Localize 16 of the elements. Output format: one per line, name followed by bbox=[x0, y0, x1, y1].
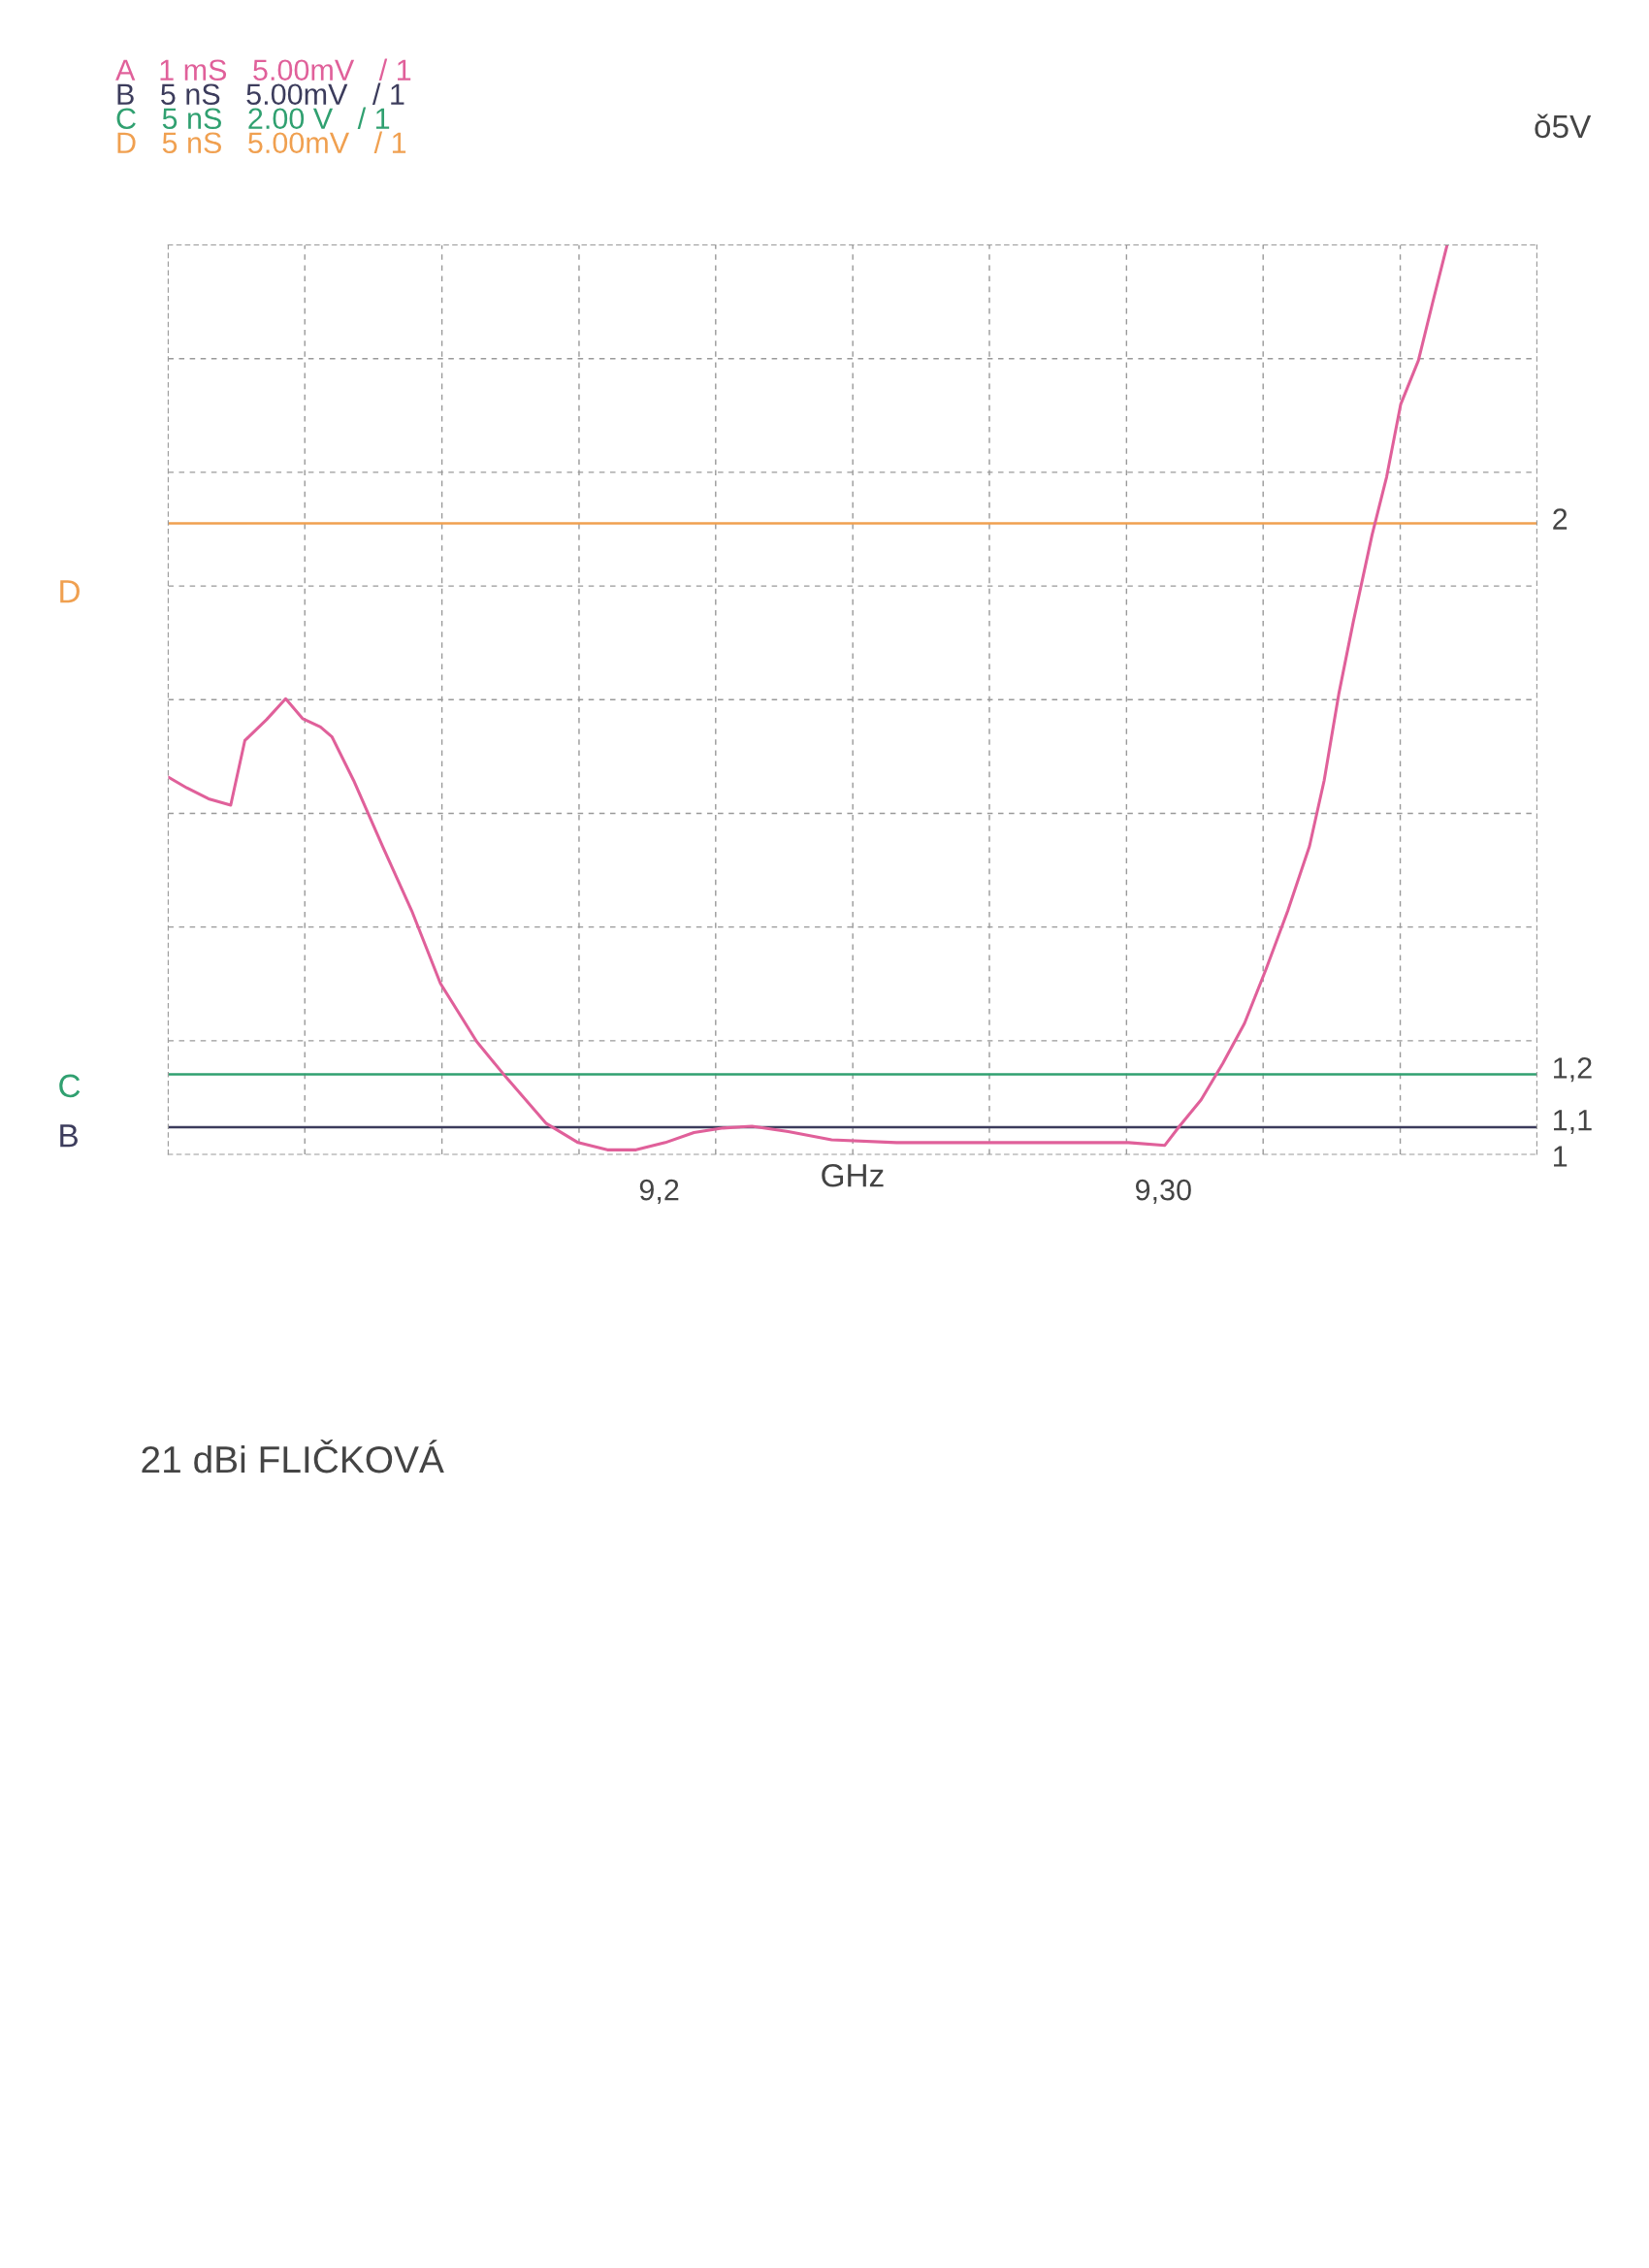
text: 2 bbox=[1553, 508, 1568, 530]
x-tick-label: 9,30 bbox=[1136, 1179, 1191, 1205]
text: 1,2 bbox=[1554, 1057, 1592, 1083]
x-tick-label: 9,2 bbox=[639, 1179, 679, 1205]
x-axis-title: GHz bbox=[822, 1163, 884, 1187]
text: 21 dBi FLIČKOVÁ bbox=[142, 1440, 444, 1474]
ref-line-label: D 5 nS 5.00mV / 1 bbox=[117, 131, 406, 154]
ref-line-label: C 5 nS 2.00 V / 1 bbox=[116, 107, 390, 130]
text: 1 bbox=[1554, 1146, 1568, 1167]
text: D bbox=[60, 580, 80, 603]
text: C bbox=[59, 1074, 81, 1098]
text: 1,1 bbox=[1554, 1110, 1592, 1135]
text: ǒ5V bbox=[1535, 113, 1592, 139]
text: B bbox=[60, 1124, 78, 1148]
ref-line-label: B 5 nS 5.00mV / 1 bbox=[117, 82, 404, 106]
text: A 1 mS 5.00mV / 1 bbox=[115, 58, 411, 81]
